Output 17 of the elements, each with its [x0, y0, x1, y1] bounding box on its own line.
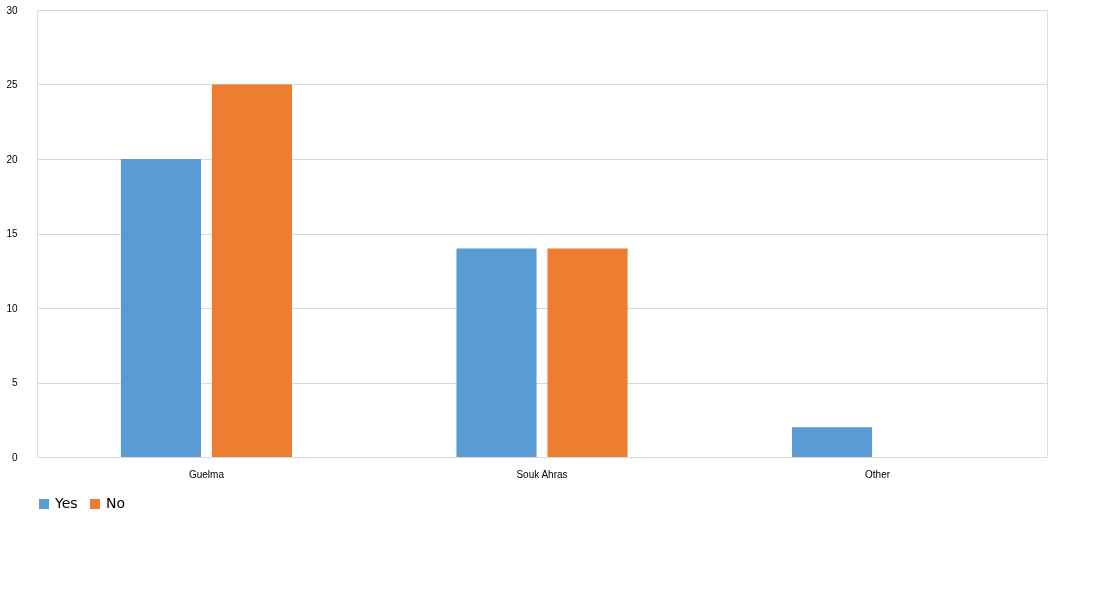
bar — [791, 427, 873, 457]
bar — [456, 248, 537, 457]
y-tick-label: 0 — [11, 451, 18, 463]
legend-label: No — [106, 495, 126, 511]
y-tick-label: 5 — [11, 377, 18, 388]
x-tick-label: Guelma — [188, 468, 225, 480]
x-tick-label: Souk Ahras — [516, 468, 568, 480]
y-tick-label: 30 — [6, 4, 18, 16]
y-tick-label: 20 — [6, 153, 18, 165]
bar — [120, 159, 201, 457]
legend-label: Yes — [54, 495, 78, 511]
x-tick-label: Other — [865, 468, 891, 480]
bar — [211, 84, 293, 457]
bar — [547, 248, 628, 457]
y-tick-label: 15 — [6, 228, 18, 239]
y-tick-label: 25 — [6, 79, 18, 90]
y-tick-label: 10 — [6, 302, 18, 314]
